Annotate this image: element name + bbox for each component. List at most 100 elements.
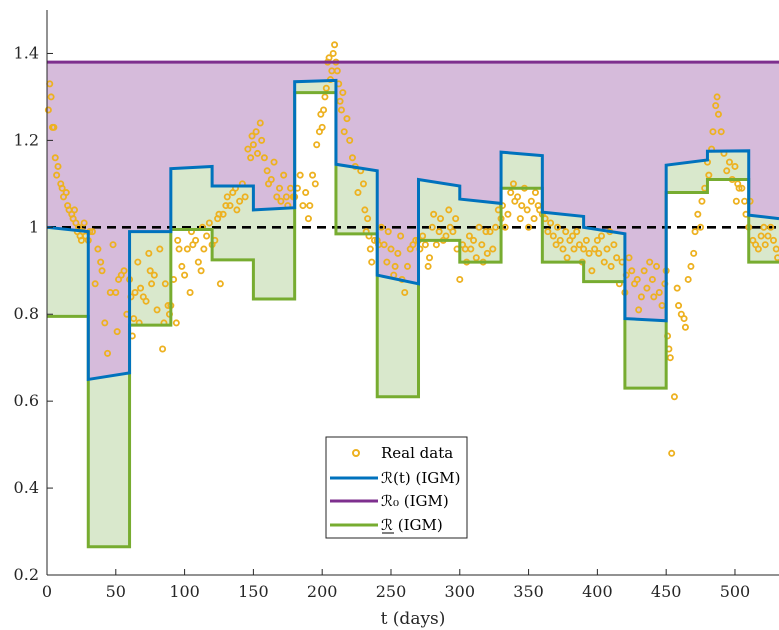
data-point	[428, 223, 436, 231]
data-point	[233, 206, 241, 214]
legend-label-rlow: ℛ (IGM)	[381, 516, 443, 534]
data-point	[635, 306, 643, 314]
data-point	[104, 349, 112, 357]
data-point	[377, 223, 385, 231]
data-point	[518, 202, 526, 210]
data-point	[591, 245, 599, 253]
data-point	[397, 232, 405, 240]
data-point	[361, 206, 369, 214]
data-point	[653, 262, 661, 270]
data-point	[194, 258, 202, 266]
data-point	[613, 254, 621, 262]
data-point	[569, 232, 577, 240]
data-point	[774, 254, 779, 262]
data-point	[465, 232, 473, 240]
data-point	[340, 128, 348, 136]
data-point	[337, 106, 345, 114]
data-point	[148, 280, 156, 288]
data-point	[530, 215, 538, 223]
legend-label-r0: ℛ₀ (IGM)	[381, 492, 449, 510]
data-point	[705, 171, 713, 179]
data-point	[205, 219, 213, 227]
data-point	[244, 145, 252, 153]
y-tick-label: 0.4	[14, 478, 39, 497]
series-line-rt	[46, 78, 779, 382]
data-point	[223, 193, 231, 201]
data-point	[482, 228, 490, 236]
data-point	[247, 154, 255, 162]
data-point	[684, 275, 692, 283]
data-point	[531, 189, 539, 197]
data-point	[593, 236, 601, 244]
data-point	[54, 162, 62, 170]
data-point	[309, 171, 317, 179]
data-point	[670, 393, 678, 401]
data-point	[553, 223, 561, 231]
data-point	[112, 288, 120, 296]
data-point	[633, 275, 641, 283]
data-point	[383, 258, 391, 266]
data-point	[172, 319, 180, 327]
data-point	[691, 228, 699, 236]
data-point	[426, 254, 434, 262]
data-point	[47, 93, 55, 101]
x-tick-label: 400	[582, 582, 613, 601]
data-point	[600, 258, 608, 266]
data-point	[51, 154, 59, 162]
data-point	[387, 245, 395, 253]
y-tick-label: 1.4	[14, 43, 39, 62]
data-point	[507, 189, 515, 197]
data-point	[384, 228, 392, 236]
data-point	[101, 319, 109, 327]
data-point	[738, 184, 746, 192]
data-point	[559, 245, 567, 253]
data-point	[44, 106, 52, 114]
data-point	[241, 193, 249, 201]
data-point	[215, 210, 223, 218]
data-point	[270, 158, 278, 166]
data-point	[320, 106, 328, 114]
data-point	[248, 132, 256, 140]
y-tick-label: 1.2	[14, 130, 39, 149]
data-point	[175, 245, 183, 253]
data-point	[585, 249, 593, 257]
y-tick-label: 1	[29, 217, 39, 236]
data-point	[391, 262, 399, 270]
x-tick-label: 450	[651, 582, 682, 601]
data-point	[348, 154, 356, 162]
data-point	[723, 167, 731, 175]
y-tick-label: 0.6	[14, 391, 39, 410]
data-point	[260, 154, 268, 162]
data-point	[178, 262, 186, 270]
data-point	[486, 228, 494, 236]
data-point	[442, 232, 450, 240]
data-point	[256, 119, 264, 127]
data-point	[687, 262, 695, 270]
data-point	[98, 267, 106, 275]
data-point	[478, 241, 486, 249]
data-point	[731, 162, 739, 170]
data-point	[735, 184, 743, 192]
data-point	[302, 189, 310, 197]
data-point	[273, 193, 281, 201]
data-point	[741, 197, 749, 205]
data-point	[226, 202, 234, 210]
data-point	[424, 262, 432, 270]
data-point	[200, 245, 208, 253]
data-point	[646, 258, 654, 266]
data-point	[146, 267, 154, 275]
data-point	[527, 197, 535, 205]
data-point	[222, 202, 230, 210]
data-point	[145, 249, 153, 257]
data-point	[131, 288, 139, 296]
data-point	[419, 232, 427, 240]
data-point	[713, 93, 721, 101]
data-point	[712, 102, 720, 110]
data-point	[331, 41, 339, 49]
data-point	[637, 293, 645, 301]
data-point	[598, 232, 606, 240]
data-point	[504, 210, 512, 218]
data-point	[174, 236, 182, 244]
data-point	[556, 236, 564, 244]
